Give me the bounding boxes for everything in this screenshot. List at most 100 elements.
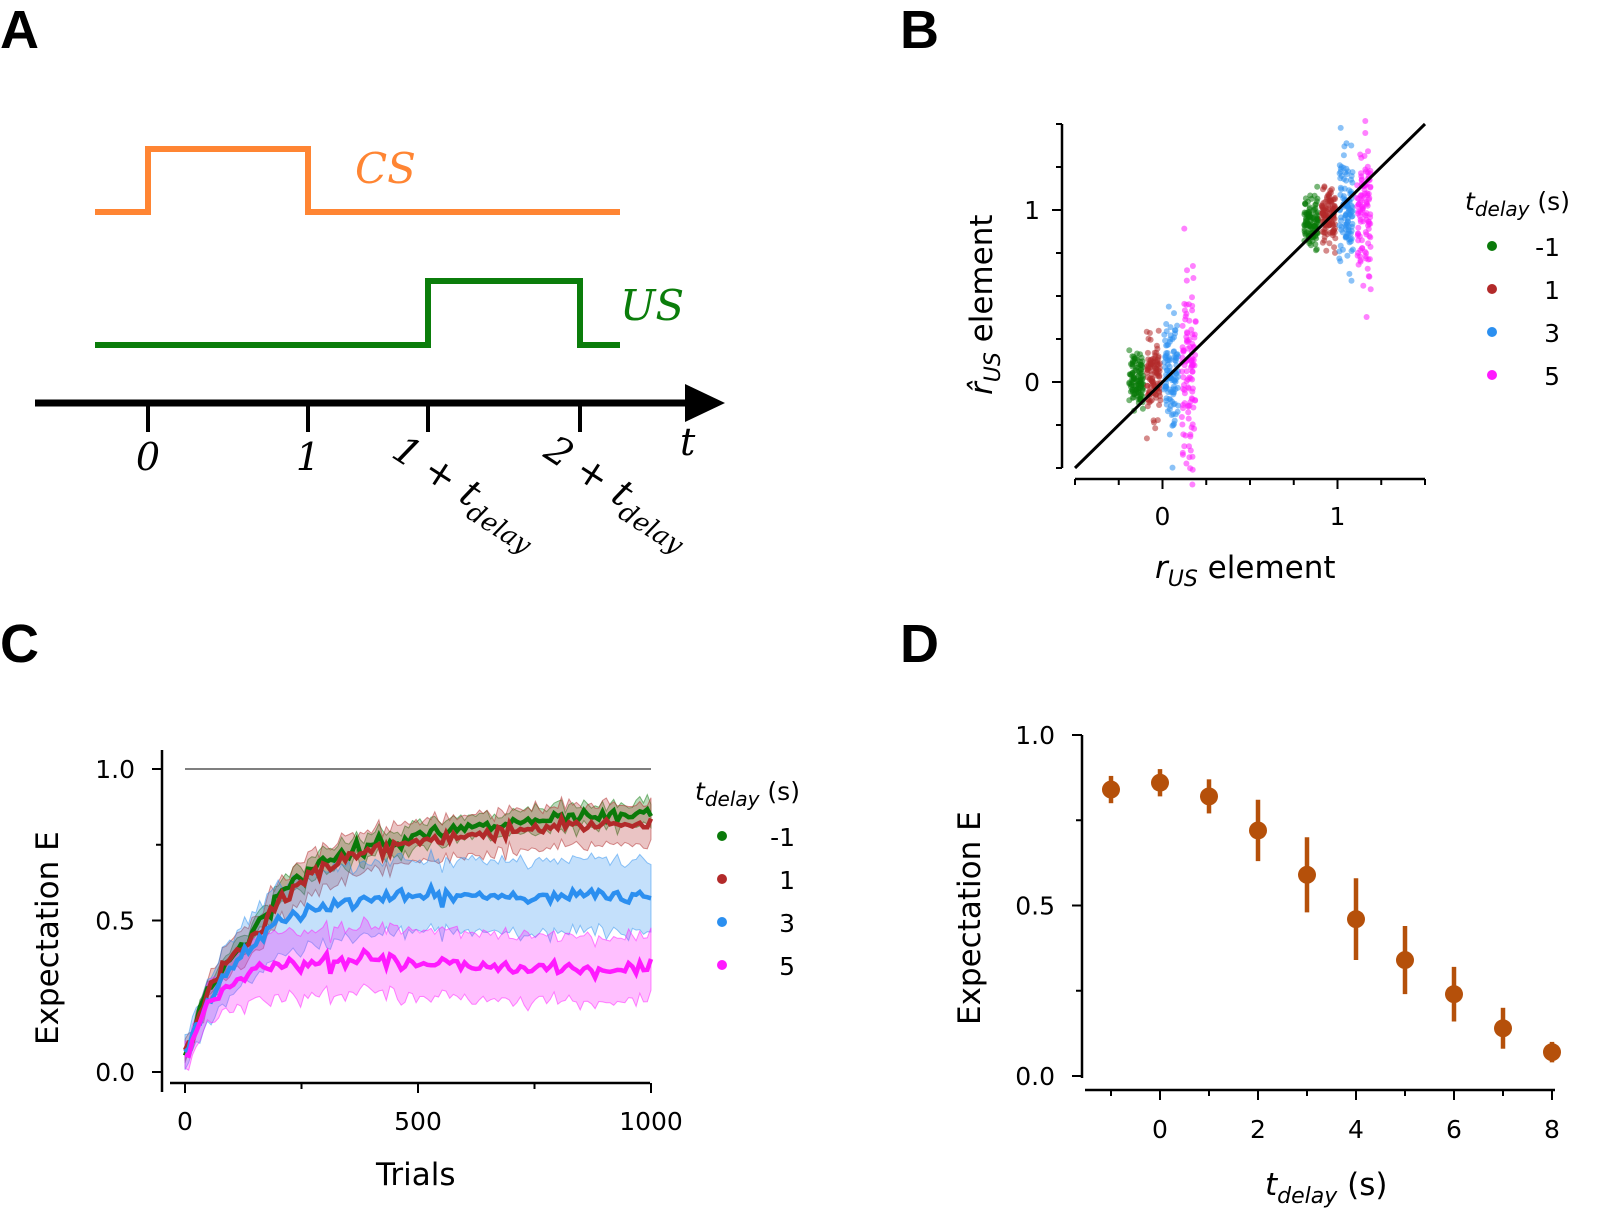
panel-letter-c: C xyxy=(0,614,39,674)
panel-b-legend-label: 3 xyxy=(1544,319,1560,348)
panel-b-point xyxy=(1359,245,1366,252)
panel-b-point xyxy=(1342,221,1348,228)
panel-b-point xyxy=(1349,179,1356,186)
panel-d-xlabel: tdelay (s) xyxy=(1265,1167,1387,1209)
panel-c-legend-label: 1 xyxy=(779,866,795,895)
panel-b-point xyxy=(1311,223,1318,230)
panel-d-y-tick-label: 1.0 xyxy=(1015,721,1055,750)
panel-b-point xyxy=(1313,235,1320,242)
panel-letter-b: B xyxy=(900,0,939,60)
panel-b-point xyxy=(1181,443,1188,450)
panel-b-point xyxy=(1367,286,1374,293)
panel-b-point xyxy=(1332,235,1339,242)
panel-b-axes: 0 1 0 1 xyxy=(1024,123,1426,531)
panel-d-ylabel: Expectation E xyxy=(952,811,988,1025)
panel-b-point xyxy=(1349,246,1356,253)
panel-b-point xyxy=(1154,345,1161,352)
panel-d-point xyxy=(1102,780,1120,799)
panel-d-point xyxy=(1347,910,1365,929)
panel-b-point xyxy=(1321,183,1328,190)
panel-b-point xyxy=(1174,322,1181,329)
panel-b-point xyxy=(1339,246,1346,253)
panel-b-point xyxy=(1355,231,1362,237)
panel-b-point xyxy=(1329,220,1336,227)
panel-b-point xyxy=(1189,361,1195,368)
panel-d-point xyxy=(1200,787,1218,806)
panel-b-point xyxy=(1129,387,1136,394)
panel-b-point xyxy=(1155,327,1162,334)
panel-b-point xyxy=(1180,405,1186,412)
panel-d-x-tick-label: 8 xyxy=(1544,1115,1560,1144)
panel-c-line xyxy=(182,805,653,1057)
panel-b-point xyxy=(1363,314,1370,320)
panel-c-y-tick-label: 0.5 xyxy=(95,907,135,936)
panel-b-point xyxy=(1312,241,1319,248)
panel-c-line xyxy=(183,880,652,1054)
panel-b-point xyxy=(1302,200,1309,207)
panel-b-point xyxy=(1165,303,1172,310)
panel-b-x-tick-label: 1 xyxy=(1330,502,1346,531)
panel-c-xlabel: Trials xyxy=(375,1157,456,1193)
panel-b-point xyxy=(1126,371,1133,378)
panel-b-point xyxy=(1162,337,1169,344)
us-trace xyxy=(95,278,620,348)
panel-b-point xyxy=(1337,124,1344,131)
panel-b-point xyxy=(1181,307,1188,314)
panel-b-legend-label: 5 xyxy=(1544,362,1560,391)
panel-b-point xyxy=(1347,211,1354,218)
panel-b-point xyxy=(1185,415,1192,422)
panel-d-point xyxy=(1298,865,1316,884)
panel-b-point xyxy=(1367,167,1374,174)
panel-b-point xyxy=(1359,206,1366,213)
panel-b-point xyxy=(1326,240,1333,247)
panel-b-point xyxy=(1145,364,1152,371)
panel-b-point xyxy=(1321,226,1328,233)
panel-b-point xyxy=(1189,481,1196,488)
time-tick-label: 0 xyxy=(136,435,160,479)
panel-b-point xyxy=(1163,321,1170,327)
panel-d-axes: 0 2 4 6 8 0.0 0.5 1.0 xyxy=(1015,721,1560,1144)
panel-b-point xyxy=(1139,405,1146,412)
panel-b-point xyxy=(1164,408,1171,415)
panel-b-point xyxy=(1363,250,1370,257)
panel-b-point xyxy=(1321,234,1328,240)
panel-b-point xyxy=(1363,200,1370,207)
panel-c-ylabel: Expectation E xyxy=(30,831,66,1045)
panel-b-point xyxy=(1137,370,1144,377)
panel-c-legend-label: -1 xyxy=(770,823,795,852)
panel-b-point xyxy=(1185,409,1192,416)
panel-b-legend-marker xyxy=(1487,284,1497,294)
panel-c-lines xyxy=(182,805,654,1059)
panel-c-legend-title: tdelay (s) xyxy=(695,777,800,811)
panel-b-point xyxy=(1338,217,1344,224)
panel-b-point xyxy=(1367,220,1374,227)
panel-b-point xyxy=(1360,218,1367,225)
panel-b-point xyxy=(1182,432,1189,439)
panel-b-point xyxy=(1323,247,1330,254)
panel-d-x-tick-label: 6 xyxy=(1446,1115,1462,1144)
panel-b-point xyxy=(1184,329,1190,336)
panel-b-point xyxy=(1143,435,1150,442)
panel-c-legend-label: 3 xyxy=(779,909,795,938)
panel-b-legend-label: 1 xyxy=(1544,276,1560,305)
panel-b-point xyxy=(1179,451,1186,458)
panel-b-point xyxy=(1137,361,1144,368)
time-tick-label-sub: delay xyxy=(613,497,689,561)
panel-b-point xyxy=(1345,236,1352,243)
panel-d-x-tick-label: 2 xyxy=(1250,1115,1266,1144)
panel-b-point xyxy=(1181,387,1188,393)
panel-b-point xyxy=(1189,294,1195,301)
panel-b-point xyxy=(1314,183,1321,190)
panel-b-point xyxy=(1179,322,1186,329)
panel-b-point xyxy=(1144,349,1151,356)
panel-c-legend-marker xyxy=(717,960,727,970)
panel-b-point xyxy=(1185,345,1192,352)
panel-b-point xyxy=(1340,152,1347,159)
panel-b-point xyxy=(1169,464,1176,471)
panel-b-point xyxy=(1354,252,1361,259)
panel-c-line xyxy=(184,946,654,1059)
panel-b-point xyxy=(1186,317,1193,324)
time-tick-label-sub: delay xyxy=(461,497,537,561)
panel-c: C 0 500 1000 0.0 0.5 1.0 Trials Expectation E… xyxy=(0,614,800,1193)
panel-b-point xyxy=(1348,173,1355,179)
